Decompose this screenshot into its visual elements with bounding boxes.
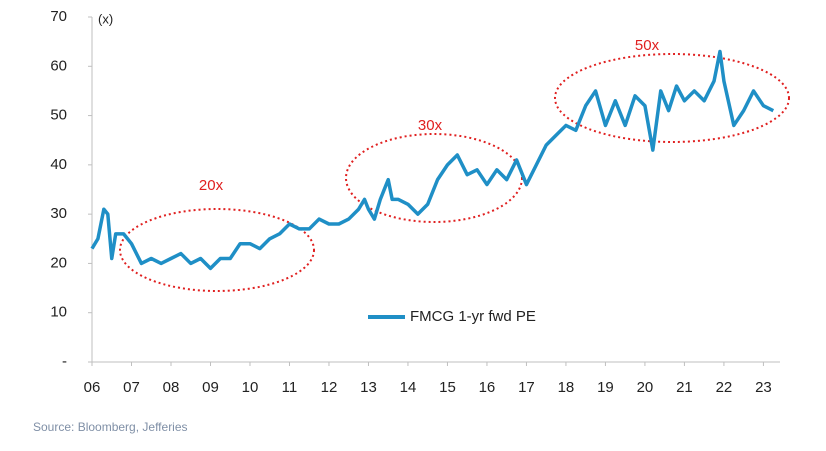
y-tick-label: 20	[50, 254, 67, 271]
x-tick-label: 13	[360, 379, 377, 396]
x-tick-label: 23	[755, 379, 772, 396]
x-tick-label: 22	[716, 379, 733, 396]
x-tick-label: 08	[163, 379, 180, 396]
x-tick-label: 21	[676, 379, 693, 396]
ellipse	[345, 133, 523, 223]
x-tick-label: 17	[518, 379, 535, 396]
y-tick-label: 70	[50, 8, 67, 25]
x-tick-label: 09	[202, 379, 219, 396]
x-tick-label: 15	[439, 379, 456, 396]
x-tick-label: 06	[84, 379, 101, 396]
ellipse	[119, 208, 315, 292]
y-tick-label: -	[62, 353, 67, 370]
x-tick-label: 14	[400, 379, 417, 396]
x-tick-label: 11	[282, 379, 298, 396]
y-tick-label: 10	[50, 304, 67, 321]
y-axis-label: (x)	[98, 11, 113, 26]
y-tick-label: 40	[50, 156, 67, 173]
annotation: 20x	[199, 177, 224, 194]
annotation: 30x	[418, 117, 443, 134]
y-tick-label: 50	[50, 107, 67, 124]
y-tick-label: 60	[50, 57, 67, 74]
series-line	[90, 49, 775, 271]
annotation: 50x	[635, 37, 660, 54]
x-tick-label: 10	[242, 379, 259, 396]
y-tick-label: 30	[50, 205, 67, 222]
x-tick-label: 07	[123, 379, 140, 396]
x-tick-label: 18	[558, 379, 575, 396]
x-tick-label: 12	[321, 379, 338, 396]
x-tick-label: 20	[637, 379, 654, 396]
legend-label: FMCG 1-yr fwd PE	[410, 308, 536, 325]
x-tick-label: 19	[597, 379, 614, 396]
x-tick-label: 16	[479, 379, 496, 396]
ellipse	[554, 53, 790, 143]
source: Source: Bloomberg, Jefferies	[33, 420, 188, 434]
